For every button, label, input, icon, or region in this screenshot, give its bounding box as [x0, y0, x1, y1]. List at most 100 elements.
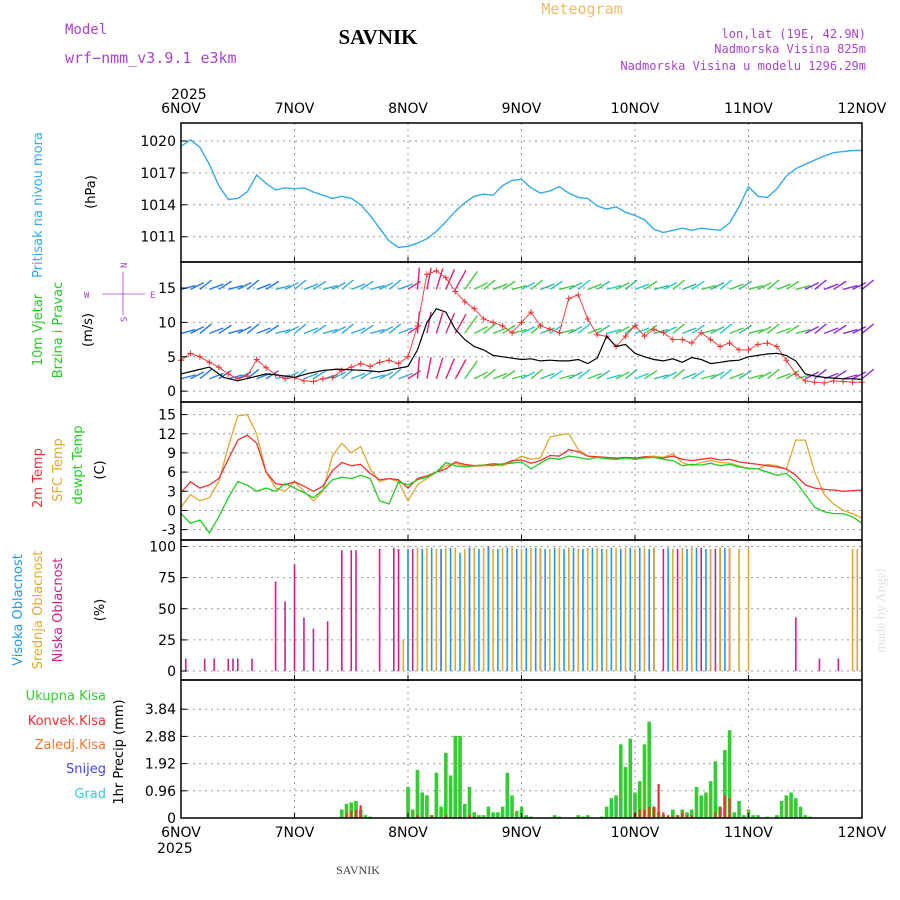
- series-line-pritisak: [180, 139, 862, 249]
- x-tick-label-top: 11NOV: [724, 101, 773, 117]
- x-tick-label-top: 12NOV: [838, 101, 887, 117]
- precip-bar: [723, 750, 727, 818]
- precip-bar: [477, 815, 481, 818]
- wind-arrow: [322, 328, 338, 335]
- precip-bar: [704, 792, 708, 818]
- wind-arrow: [473, 325, 488, 335]
- wind-arrow: [540, 283, 555, 291]
- wind-arrow: [615, 371, 630, 380]
- wind-arrow: [738, 280, 753, 291]
- wind-arrow: [814, 368, 827, 380]
- product-title: Meteogram: [541, 0, 622, 18]
- wind-arrow: [180, 328, 196, 335]
- wind-arrow: [663, 281, 678, 291]
- precip-bar: [481, 815, 486, 818]
- precip-bar: [500, 806, 505, 818]
- wind-arrow: [313, 324, 327, 334]
- wind-arrow: [388, 368, 402, 380]
- wind-arrow: [388, 323, 402, 334]
- x-tick-label-top: 9NOV: [502, 101, 542, 117]
- wind-arrow: [710, 325, 725, 335]
- gust-marker: [282, 375, 289, 382]
- year-top: 2025: [171, 87, 207, 103]
- wind-arrow: [596, 370, 611, 380]
- legend-total: Ukupna Kisa: [26, 689, 106, 704]
- wind-arrow: [701, 374, 716, 380]
- wind-arrow: [435, 312, 444, 334]
- y-tick-label-pressure: 1020: [140, 134, 176, 150]
- wind-arrow: [682, 283, 697, 291]
- wind-arrow: [568, 371, 583, 380]
- gust-marker: [764, 340, 771, 347]
- gust-marker: [215, 364, 222, 371]
- wind-arrow: [814, 323, 827, 334]
- precip-bar: [662, 812, 665, 818]
- wind-arrow: [530, 368, 544, 380]
- precip-bar: [519, 806, 524, 818]
- wind-arrow: [757, 371, 772, 380]
- wind-arrow: [341, 279, 354, 290]
- wind-arrow: [492, 372, 508, 380]
- cloud-unit: (%): [93, 599, 108, 622]
- gust-marker: [688, 340, 695, 347]
- x-tick-label-bottom: 7NOV: [275, 825, 315, 841]
- x-tick-label-top: 6NOV: [161, 101, 201, 117]
- y-tick-label-clouds: 0: [167, 664, 176, 680]
- precip-bar: [690, 815, 693, 818]
- precip-bar: [775, 815, 779, 818]
- wind-arrow: [606, 374, 622, 380]
- wind-arrow: [823, 283, 839, 291]
- precip-bar: [689, 809, 694, 818]
- precip-bar: [719, 806, 722, 818]
- model-elevation-label: Nadmorska Visina u modelu 1296.29m: [620, 59, 866, 73]
- wind-arrow: [672, 279, 685, 290]
- wind-arrow: [568, 325, 583, 335]
- wind-arrow: [190, 371, 205, 380]
- y-tick-label-temperature: 6: [167, 465, 176, 481]
- gust-marker: [300, 377, 307, 384]
- gust-marker: [357, 360, 364, 367]
- pressure-unit: (hPa): [84, 175, 99, 209]
- wind-arrow: [379, 281, 394, 291]
- wind-arrow: [577, 323, 591, 334]
- wind-arrow: [795, 284, 811, 291]
- wind-arrow: [682, 372, 697, 380]
- gust-marker: [802, 377, 809, 384]
- wind-arrow: [369, 284, 385, 291]
- gust-marker: [622, 333, 629, 340]
- wind-arrow: [199, 368, 213, 380]
- wind-arrow: [729, 283, 744, 291]
- gust-marker: [263, 364, 270, 371]
- wind-arrow: [435, 268, 444, 290]
- precip-bar: [694, 786, 699, 818]
- gust-marker: [717, 343, 724, 350]
- wind-arrow: [568, 281, 583, 291]
- wind-arrow: [842, 328, 858, 335]
- precip-bar: [667, 815, 670, 818]
- gust-marker: [442, 274, 449, 281]
- precip-bar: [657, 784, 660, 818]
- wind-arrow: [672, 368, 685, 380]
- wind-arrow: [776, 327, 792, 335]
- wind-arrow: [549, 370, 563, 380]
- precip-bar: [406, 786, 410, 818]
- temp-title-3: dewpt Temp: [71, 425, 86, 504]
- wind-arrow: [275, 328, 291, 335]
- wind-arrow: [416, 267, 421, 290]
- gust-marker: [461, 298, 468, 305]
- wind-arrow: [190, 325, 205, 335]
- wind-arrow: [332, 281, 347, 291]
- wind-arrow: [341, 368, 354, 380]
- precip-bar: [789, 792, 793, 818]
- wind-arrow: [719, 323, 733, 334]
- wind-arrow: [766, 323, 780, 334]
- y-tick-label-temperature: 12: [158, 427, 176, 443]
- data-marks: [178, 139, 875, 818]
- wind-arrow: [209, 327, 224, 335]
- y-tick-label-temperature: 0: [167, 503, 176, 519]
- wind-title-1: 10m Vjetar: [31, 293, 46, 366]
- precip-bar: [486, 806, 491, 818]
- wind-arrow: [350, 283, 366, 291]
- model-label: Model: [65, 22, 107, 38]
- wind-arrow: [398, 327, 413, 335]
